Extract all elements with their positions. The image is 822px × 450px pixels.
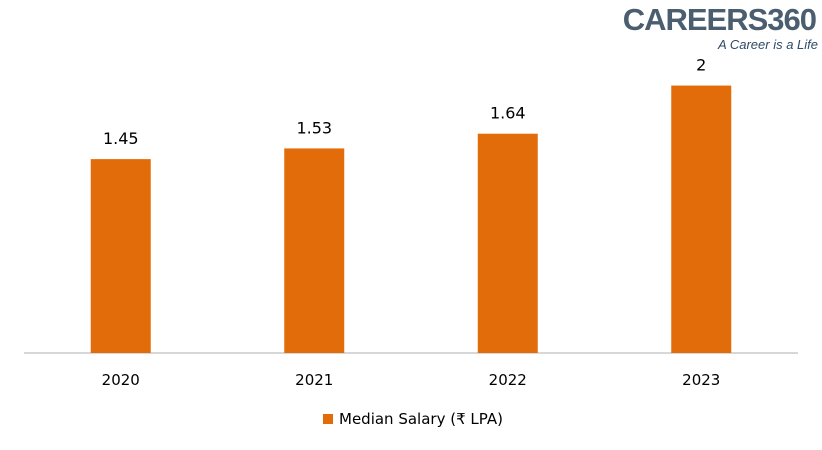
data-label-2020: 1.45 — [103, 129, 139, 148]
bar-2021 — [284, 148, 345, 353]
bar-2022 — [477, 133, 538, 353]
data-label-2022: 1.64 — [490, 104, 526, 123]
data-label-2021: 1.53 — [296, 118, 332, 137]
careers360-logo: CAREERS360 A Career is a Life — [623, 2, 820, 58]
bar-2023 — [671, 85, 732, 354]
legend-label: Median Salary (₹ LPA) — [339, 410, 503, 428]
data-label-2023: 2 — [696, 56, 706, 75]
x-tick-label-2023: 2023 — [682, 371, 720, 389]
logo-brand-text: CAREERS360 — [622, 2, 817, 37]
x-tick-label-2021: 2021 — [295, 371, 333, 389]
logo-tagline: A Career is a Life — [718, 37, 818, 52]
legend-swatch — [323, 414, 333, 424]
x-tick-label-2022: 2022 — [489, 371, 527, 389]
legend: Median Salary (₹ LPA) — [323, 410, 503, 428]
bar-2020 — [90, 159, 151, 353]
x-tick-label-2020: 2020 — [102, 371, 140, 389]
